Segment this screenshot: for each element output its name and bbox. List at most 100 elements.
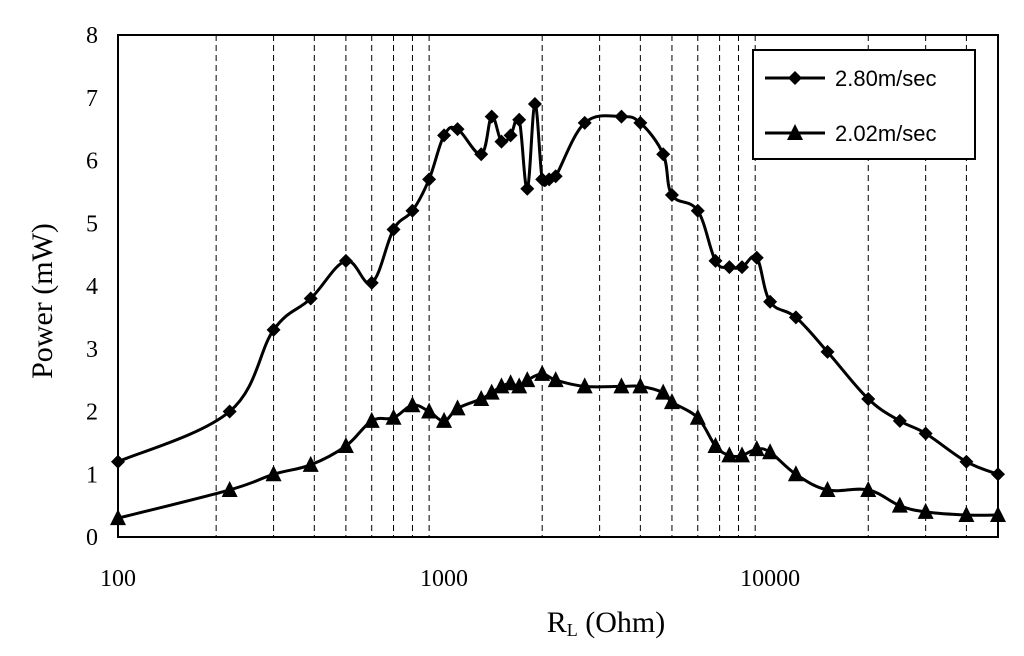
data-point-diamond bbox=[763, 294, 778, 309]
data-point-triangle bbox=[721, 446, 738, 463]
data-point-diamond bbox=[656, 147, 671, 162]
x-axis-label-subscript: L bbox=[567, 620, 578, 640]
y-tick-label: 5 bbox=[86, 211, 98, 237]
data-point-triangle bbox=[511, 377, 528, 394]
data-point-triangle bbox=[483, 383, 500, 400]
data-point-triangle bbox=[762, 443, 779, 460]
data-point-triangle bbox=[655, 383, 672, 400]
data-point-diamond bbox=[690, 203, 705, 218]
data-point-diamond bbox=[722, 260, 737, 275]
y-tick-label: 8 bbox=[86, 23, 98, 49]
data-point-diamond bbox=[364, 275, 379, 290]
data-point-diamond bbox=[959, 454, 974, 469]
y-tick-labels: 0 1 2 3 4 5 6 7 8 bbox=[86, 23, 98, 551]
legend-entry-2: 2.02m/sec bbox=[765, 121, 937, 146]
data-point-diamond bbox=[892, 413, 907, 428]
data-point-diamond bbox=[474, 147, 489, 162]
x-tick-label: 10000 bbox=[740, 566, 800, 592]
x-axis-label-unit: (Ohm) bbox=[578, 606, 665, 639]
data-point-triangle bbox=[421, 402, 438, 419]
data-point-triangle bbox=[632, 377, 649, 394]
data-point-triangle bbox=[363, 411, 380, 428]
data-point-triangle bbox=[958, 506, 975, 523]
data-point-triangle bbox=[265, 465, 282, 482]
data-point-triangle bbox=[819, 480, 836, 497]
data-point-triangle bbox=[748, 440, 765, 457]
data-point-diamond bbox=[222, 404, 237, 419]
data-point-diamond bbox=[512, 112, 527, 127]
data-point-diamond bbox=[577, 115, 592, 130]
data-point-diamond bbox=[918, 426, 933, 441]
data-point-triangle bbox=[502, 374, 519, 391]
y-tick-label: 1 bbox=[86, 462, 98, 488]
legend-triangle-marker bbox=[787, 124, 803, 140]
data-point-triangle bbox=[302, 455, 319, 472]
y-tick-label: 0 bbox=[86, 525, 98, 551]
data-point-diamond bbox=[266, 322, 281, 337]
x-tick-labels: 100 1000 10000 bbox=[100, 566, 800, 592]
y-tick-label: 3 bbox=[86, 337, 98, 363]
data-point-triangle bbox=[689, 408, 706, 425]
legend-box bbox=[752, 49, 976, 160]
data-point-triangle bbox=[990, 506, 1006, 523]
series-2 bbox=[110, 364, 1006, 526]
data-point-triangle bbox=[337, 437, 354, 454]
series-1 bbox=[111, 97, 1005, 482]
x-axis-label: RL (Ohm) bbox=[547, 606, 666, 640]
y-tick-label: 2 bbox=[86, 400, 98, 426]
data-point-triangle bbox=[576, 377, 593, 394]
data-point-triangle bbox=[891, 496, 908, 513]
data-point-triangle bbox=[449, 399, 466, 416]
data-point-diamond bbox=[788, 310, 803, 325]
x-tick-label: 100 bbox=[100, 566, 136, 592]
data-point-triangle bbox=[707, 437, 724, 454]
plot-area-frame bbox=[117, 34, 999, 538]
data-point-triangle bbox=[534, 364, 551, 381]
data-point-triangle bbox=[404, 396, 421, 413]
data-point-diamond bbox=[111, 454, 125, 469]
data-point-triangle bbox=[860, 480, 877, 497]
data-point-triangle bbox=[110, 509, 126, 526]
data-point-diamond bbox=[527, 97, 542, 112]
data-point-triangle bbox=[547, 371, 564, 388]
data-point-diamond bbox=[484, 109, 499, 124]
data-point-diamond bbox=[614, 109, 629, 124]
data-point-diamond bbox=[338, 253, 353, 268]
legend-entry-1: 2.80m/sec bbox=[765, 66, 937, 91]
data-point-diamond bbox=[861, 391, 876, 406]
data-point-triangle bbox=[473, 389, 490, 406]
data-point-triangle bbox=[519, 371, 536, 388]
legend-diamond-marker bbox=[788, 71, 802, 85]
data-point-triangle bbox=[917, 502, 934, 519]
data-point-triangle bbox=[663, 393, 680, 410]
data-point-triangle bbox=[733, 446, 750, 463]
data-point-triangle bbox=[221, 480, 238, 497]
data-point-diamond bbox=[386, 222, 401, 237]
y-tick-label: 6 bbox=[86, 149, 98, 175]
data-point-triangle bbox=[436, 411, 453, 428]
data-point-diamond bbox=[664, 188, 679, 203]
data-point-triangle bbox=[613, 377, 630, 394]
x-axis-label-main: R bbox=[547, 606, 567, 639]
x-tick-label: 1000 bbox=[420, 566, 468, 592]
y-tick-label: 4 bbox=[86, 274, 98, 300]
y-axis-label: Power (mW) bbox=[26, 223, 59, 379]
data-point-diamond bbox=[708, 253, 723, 268]
data-point-diamond bbox=[494, 134, 509, 149]
data-point-diamond bbox=[820, 344, 835, 359]
data-point-diamond bbox=[749, 250, 764, 265]
legend-label-series-1: 2.80m/sec bbox=[835, 66, 937, 91]
data-point-diamond bbox=[422, 172, 437, 187]
data-point-diamond bbox=[303, 291, 318, 306]
legend-label-series-2: 2.02m/sec bbox=[835, 121, 937, 146]
data-point-diamond bbox=[450, 122, 465, 137]
data-point-triangle bbox=[787, 465, 804, 482]
data-point-diamond bbox=[405, 203, 420, 218]
data-point-diamond bbox=[520, 181, 535, 196]
data-point-diamond bbox=[633, 115, 648, 130]
data-point-triangle bbox=[385, 408, 402, 425]
data-point-diamond bbox=[734, 260, 749, 275]
series-layer bbox=[110, 97, 1006, 526]
data-point-diamond bbox=[437, 128, 452, 143]
